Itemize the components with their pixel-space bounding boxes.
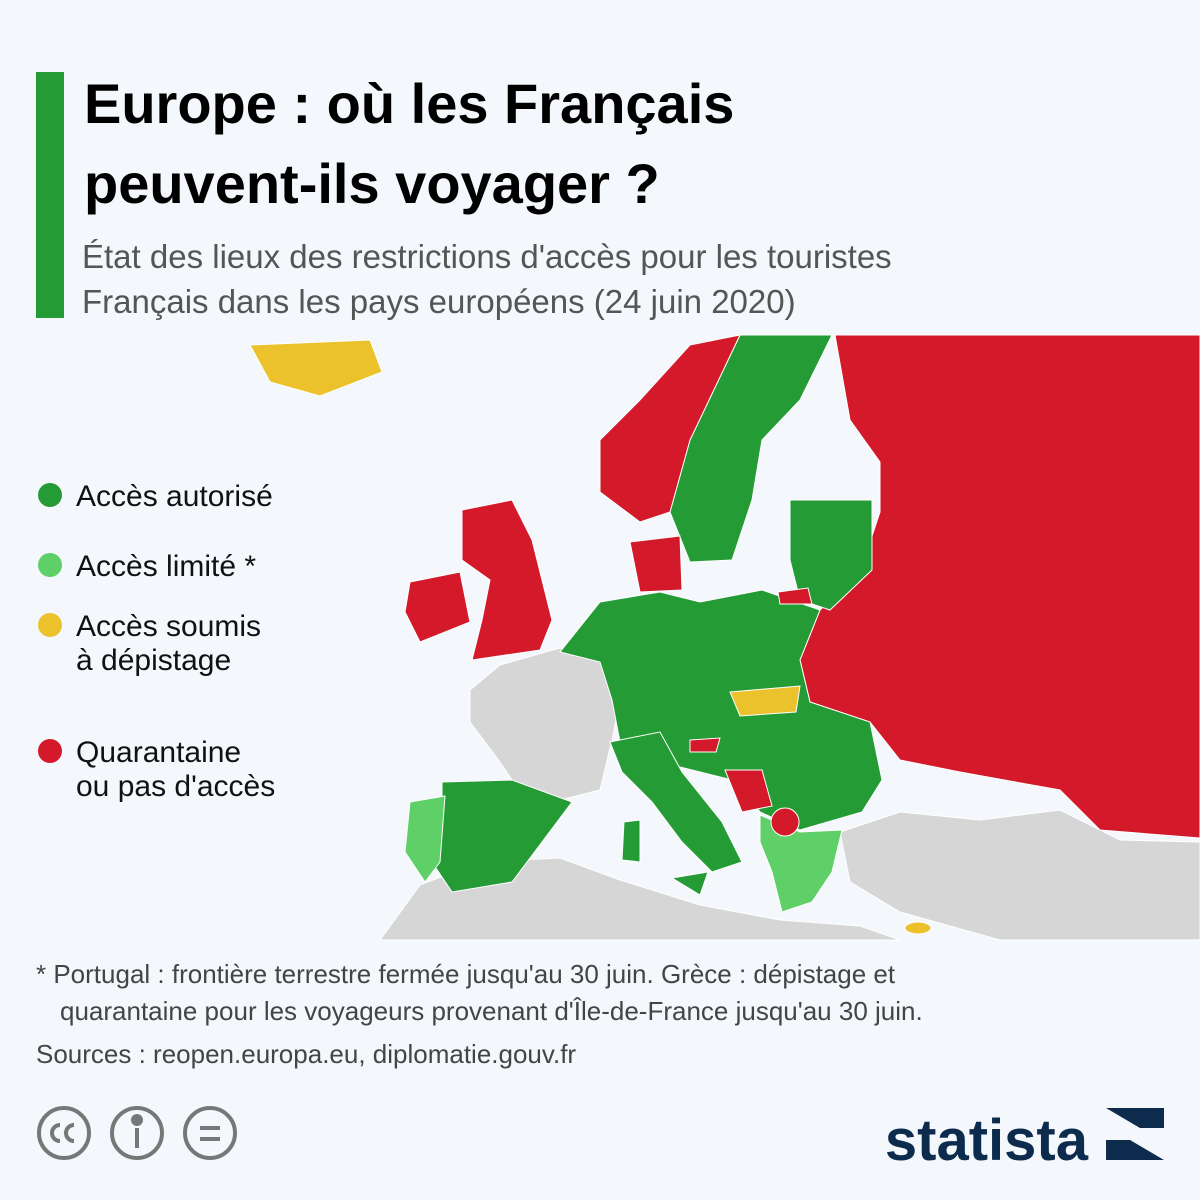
legend-marker [38, 553, 62, 577]
norway [599, 334, 741, 523]
map [249, 334, 1200, 941]
italy [609, 731, 743, 873]
uk [461, 499, 553, 661]
legend-label: ou pas d'accès [76, 770, 275, 803]
slovenia [689, 737, 721, 753]
legend-label: Accès limité * [76, 550, 256, 583]
subtitle-line: Français dans les pays européens (24 jui… [82, 283, 796, 320]
legend-label: Quarantaine [76, 736, 241, 769]
legend-marker [38, 739, 62, 763]
brand: statista [885, 1108, 1089, 1173]
denmark [629, 535, 683, 593]
license-icons [37, 1106, 237, 1160]
iceland [249, 339, 383, 397]
legend-label: à dépistage [76, 644, 231, 677]
legend-marker [38, 613, 62, 637]
baltics [789, 499, 873, 611]
sardinia [621, 819, 641, 863]
subtitle-line: État des lieux des restrictions d'accès … [82, 238, 892, 275]
legend: Accès autorisé Accès limité * Accès soumis… [38, 480, 275, 803]
legend-marker [38, 483, 62, 507]
north-macedonia [770, 807, 800, 837]
footnote-line: quarantaine pour les voyageurs provenant… [60, 996, 923, 1026]
title-line: peuvent-ils voyager ? [84, 152, 660, 215]
footnote-line: * Portugal : frontière terrestre fermée … [36, 959, 896, 989]
portugal [404, 795, 446, 883]
title-line: Europe : où les Français [84, 72, 734, 135]
brand-logo [1106, 1108, 1164, 1160]
greece [759, 814, 843, 913]
cyprus [904, 921, 932, 935]
ireland [404, 571, 471, 643]
turkey [839, 809, 1200, 941]
slovakia [729, 685, 801, 717]
kaliningrad [777, 587, 813, 605]
bosnia [724, 769, 773, 813]
legend-label: Accès autorisé [76, 480, 273, 513]
accent-bar [36, 72, 64, 318]
sources: Sources : reopen.europa.eu, diplomatie.g… [36, 1039, 576, 1069]
sicily [670, 871, 709, 896]
legend-label: Accès soumis [76, 610, 261, 643]
